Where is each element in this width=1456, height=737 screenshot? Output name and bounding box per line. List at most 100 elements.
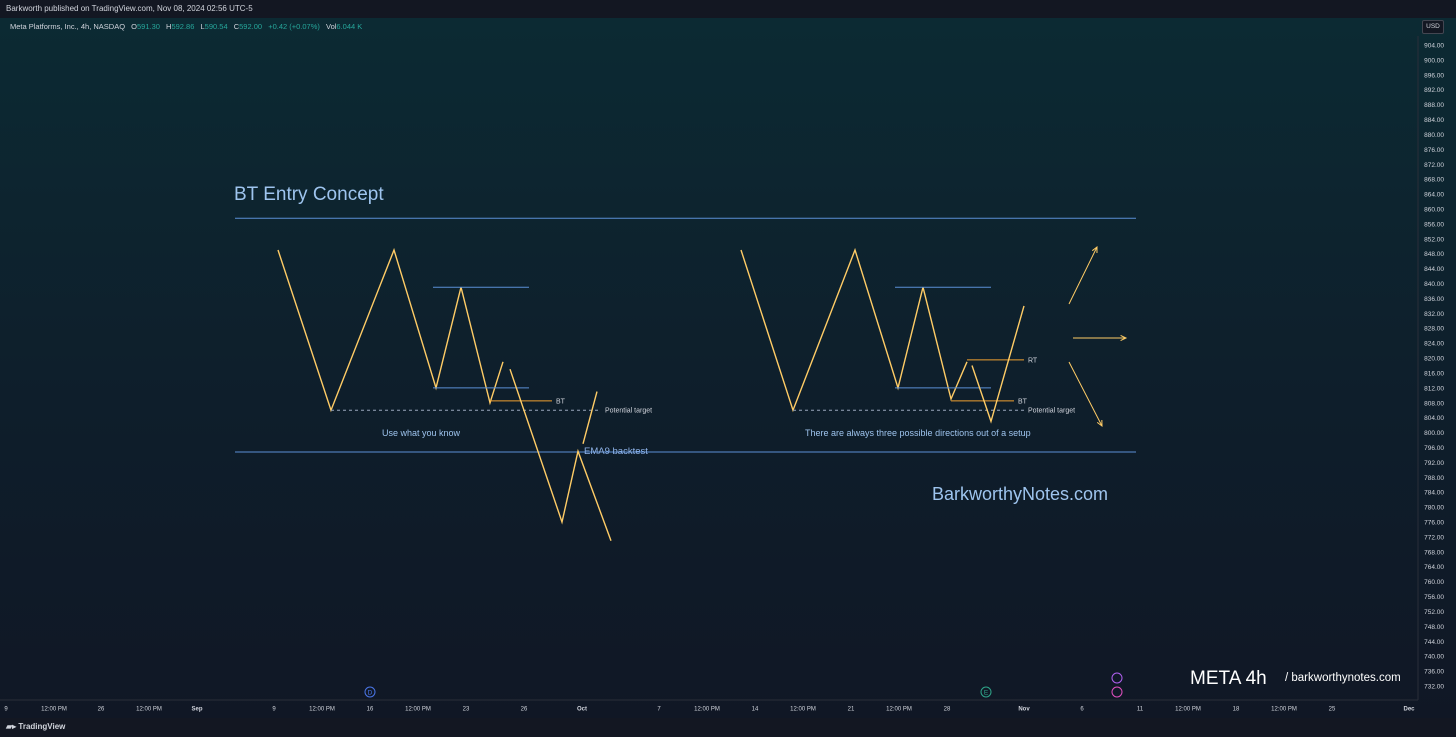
footer-brand: TradingView: [18, 722, 66, 731]
price-tick-label: 744.00: [1424, 639, 1444, 646]
left-target-label: Potential target: [605, 408, 652, 415]
symbol-watermark: META 4h: [1190, 668, 1267, 689]
chart-area[interactable]: [0, 18, 1456, 718]
time-tick-label: 12:00 PM: [1175, 707, 1201, 713]
arrow-up: [1068, 246, 1098, 305]
price-tick-label: 808.00: [1424, 400, 1444, 407]
currency-button[interactable]: USD: [1422, 20, 1444, 34]
close-label: C: [233, 22, 240, 31]
time-tick-label: 12:00 PM: [136, 707, 162, 713]
time-tick-label: 12:00 PM: [41, 707, 67, 713]
price-tick-label: 868.00: [1424, 177, 1444, 184]
price-tick-label: 740.00: [1424, 654, 1444, 661]
price-tick-label: 888.00: [1424, 102, 1444, 109]
time-tick-label: 21: [848, 707, 855, 713]
price-tick-label: 796.00: [1424, 445, 1444, 452]
arrow-down: [1068, 361, 1103, 427]
price-tick-label: 880.00: [1424, 132, 1444, 139]
time-tick-label: 14: [752, 707, 759, 713]
dividend-marker: [364, 686, 376, 698]
left-zigzag-line: [277, 247, 504, 413]
price-tick-label: 876.00: [1424, 147, 1444, 154]
price-tick-label: 852.00: [1424, 236, 1444, 243]
arrow-down-head: [1096, 419, 1103, 428]
ema9-label: EMA9 backtest: [584, 446, 648, 457]
time-tick-label: 6: [1080, 707, 1084, 713]
right-bt-label: BT: [1018, 398, 1028, 405]
time-tick-label: 26: [98, 707, 105, 713]
time-tick-label: Dec: [1403, 707, 1415, 713]
price-tick-label: 748.00: [1424, 624, 1444, 631]
publish-line: Barkworth published on TradingView.com, …: [6, 4, 253, 13]
price-tick-label: 832.00: [1424, 311, 1444, 318]
price-tick-label: 736.00: [1424, 669, 1444, 676]
price-tick-label: 904.00: [1424, 43, 1444, 50]
price-tick-label: 816.00: [1424, 370, 1444, 377]
low-value: 590.54: [204, 22, 228, 31]
open-value: 591.30: [136, 22, 160, 31]
right-rt-label: RT: [1028, 357, 1038, 364]
price-tick-label: 804.00: [1424, 415, 1444, 422]
price-tick-label: 768.00: [1424, 549, 1444, 556]
price-tick-label: 892.00: [1424, 87, 1444, 94]
right-target-label: Potential target: [1028, 408, 1075, 415]
price-tick-label: 772.00: [1424, 534, 1444, 541]
price-tick-label: 856.00: [1424, 221, 1444, 228]
price-tick-label: 900.00: [1424, 57, 1444, 64]
tradingview-logo: ▰▸ TradingView: [6, 722, 65, 731]
time-tick-label: 18: [1233, 707, 1240, 713]
time-tick-label: Oct: [577, 707, 587, 713]
price-tick-label: 792.00: [1424, 460, 1444, 467]
publish-bar: Barkworth published on TradingView.com, …: [0, 0, 1456, 18]
close-value: 592.00: [239, 22, 263, 31]
left-bt-label: BT: [556, 398, 566, 405]
symbol-legend: Meta Platforms, Inc., 4h, NASDAQ O591.30…: [10, 22, 362, 31]
footer-bar: ▰▸ TradingView: [0, 718, 1456, 737]
time-tick-label: 12:00 PM: [405, 707, 431, 713]
price-tick-label: 812.00: [1424, 385, 1444, 392]
time-tick-label: 16: [367, 707, 374, 713]
time-tick-label: 9: [4, 707, 8, 713]
time-tick-label: 12:00 PM: [790, 707, 816, 713]
price-tick-label: 824.00: [1424, 341, 1444, 348]
time-tick-label: 11: [1137, 707, 1144, 713]
price-tick-label: 836.00: [1424, 296, 1444, 303]
price-tick-label: 788.00: [1424, 475, 1444, 482]
time-tick-label: 7: [657, 707, 661, 713]
time-tick-label: 28: [944, 707, 951, 713]
time-tick-label: Nov: [1018, 707, 1030, 713]
right-caption: There are always three possible directio…: [805, 428, 1031, 438]
time-tick-label: 12:00 PM: [694, 707, 720, 713]
time-tick-label: 23: [463, 707, 470, 713]
price-tick-label: 780.00: [1424, 505, 1444, 512]
time-tick-label: 9: [272, 707, 276, 713]
price-tick-label: 884.00: [1424, 117, 1444, 124]
volume-value: 6.044 K: [336, 22, 363, 31]
site-watermark: / barkworthynotes.com: [1285, 672, 1401, 684]
left-breakdown-line: [509, 368, 612, 541]
time-tick-label: 12:00 PM: [886, 707, 912, 713]
dividend-marker-letter: D: [368, 690, 373, 697]
symbol-name[interactable]: Meta Platforms, Inc., 4h, NASDAQ: [10, 22, 126, 31]
price-tick-label: 784.00: [1424, 490, 1444, 497]
brand-text: BarkworthyNotes.com: [932, 484, 1108, 504]
price-tick-label: 864.00: [1424, 192, 1444, 199]
price-tick-label: 840.00: [1424, 281, 1444, 288]
right-zigzag-line: [740, 247, 968, 413]
high-value: 592.86: [171, 22, 195, 31]
time-tick-label: 26: [521, 707, 528, 713]
time-tick-label: Sep: [191, 707, 202, 713]
price-tick-label: 820.00: [1424, 356, 1444, 363]
earnings-marker: [980, 686, 992, 698]
price-tick-label: 844.00: [1424, 266, 1444, 273]
price-tick-label: 896.00: [1424, 72, 1444, 79]
plus-event-icon: [1111, 672, 1123, 684]
price-tick-label: 872.00: [1424, 162, 1444, 169]
earnings-marker-letter: E: [984, 690, 989, 697]
time-tick-label: 12:00 PM: [1271, 707, 1297, 713]
high-label: H: [166, 22, 172, 31]
arrow-right-head: [1120, 334, 1128, 342]
left-caption: Use what you know: [382, 428, 461, 438]
price-tick-label: 800.00: [1424, 430, 1444, 437]
